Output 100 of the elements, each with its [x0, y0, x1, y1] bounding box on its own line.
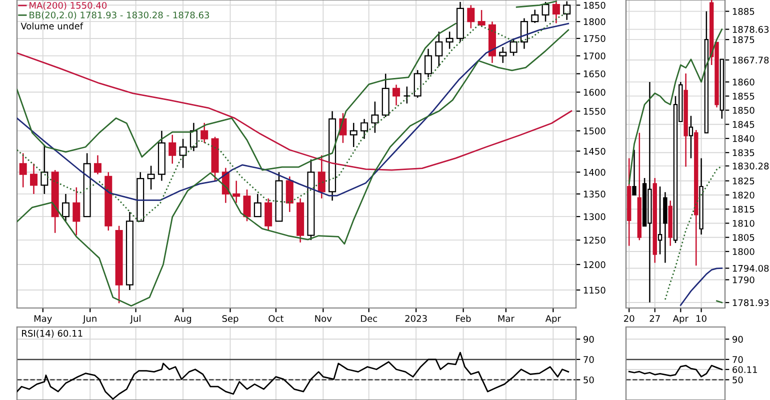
candlestick	[360, 118, 368, 140]
candlestick	[552, 0, 560, 24]
line-series	[680, 268, 723, 306]
y-tick-label: 1200	[584, 261, 606, 268]
candlestick	[190, 122, 198, 152]
y-tick-label: 1150	[584, 286, 606, 294]
candlestick	[30, 163, 38, 195]
y-tick-label: 1845	[732, 121, 754, 128]
y-tick-label: 1790	[732, 276, 754, 284]
candlestick	[243, 188, 251, 222]
x-tick-label: Feb	[456, 314, 471, 322]
y-tick-label: 1600	[584, 88, 606, 96]
y-tick-label: 1840	[732, 135, 754, 142]
y-tick-label: 1825	[732, 178, 754, 184]
y-tick-label: 1550	[584, 108, 606, 115]
candlestick	[510, 38, 518, 56]
candlestick	[200, 122, 208, 144]
y-tick-label: 1875	[732, 36, 754, 44]
annotation: RSI(14) 60.11	[22, 330, 82, 338]
candlestick	[168, 134, 176, 164]
y-tick-label: 70	[732, 356, 743, 364]
x-tick-label: 2023	[405, 315, 427, 322]
candlestick	[72, 186, 80, 236]
y-tick-label: 1835	[732, 149, 754, 156]
candlestick	[403, 86, 411, 104]
y-tick-label: 90	[584, 336, 594, 343]
x-tick-label: 20	[624, 315, 634, 322]
candlestick	[318, 154, 326, 200]
y-tick-label: 50	[732, 376, 743, 384]
y-tick-label: 1800	[584, 18, 606, 26]
x-tick-label: Apr	[672, 315, 688, 324]
candlestick	[147, 165, 155, 190]
x-tick-label: Dec	[361, 315, 378, 322]
candlestick	[467, 4, 475, 29]
y-tick-label: 1750	[584, 35, 606, 42]
y-tick-label: 1867.78	[732, 56, 769, 64]
candlestick	[658, 186, 662, 255]
candlestick	[232, 180, 240, 204]
y-tick-label: 1830.28	[732, 162, 769, 170]
y-tick-label: 60.11	[732, 366, 757, 374]
candlestick	[424, 48, 432, 78]
candlestick	[392, 84, 400, 106]
y-tick-label: 1350	[584, 190, 606, 198]
y-tick-label: 90	[732, 336, 743, 343]
candlestick	[478, 9, 486, 28]
legend-label: MA(200) 1550.40	[30, 2, 107, 10]
y-tick-label: 1878.63	[732, 26, 769, 33]
y-tick-label: 1860	[732, 78, 754, 86]
candlestick	[563, 0, 571, 21]
y-tick-label: 1500	[584, 128, 606, 134]
x-tick-label: Aug	[174, 315, 192, 324]
candlestick	[499, 46, 507, 64]
y-tick-label: 1850	[732, 106, 754, 114]
x-tick-label: 10	[696, 315, 706, 322]
x-tick-label: Apr	[545, 315, 561, 324]
y-tick-label: 1810	[732, 220, 754, 227]
y-tick-label: 1794.08	[732, 264, 769, 272]
candlestick	[414, 69, 422, 98]
x-tick-label: Mar	[498, 315, 514, 322]
candlestick	[19, 152, 27, 188]
y-tick-label: 1700	[584, 52, 606, 60]
x-tick-label: Jul	[130, 314, 140, 324]
y-tick-label: 1400	[584, 168, 606, 176]
candlestick	[40, 144, 48, 195]
x-tick-label: Oct	[268, 315, 284, 322]
annotation: Volume undef	[20, 22, 84, 30]
legend-label: BB(20,2.0) 1781.93 - 1830.28 - 1878.63	[30, 11, 210, 20]
line-series	[17, 52, 572, 171]
x-tick-label: 27	[650, 315, 660, 322]
candlestick	[94, 154, 102, 175]
x-tick-label: Sep	[222, 315, 238, 324]
y-tick-label: 1820	[732, 192, 754, 199]
candlestick	[264, 198, 272, 232]
y-tick-label: 1850	[584, 2, 606, 9]
candlestick	[688, 115, 694, 159]
candlestick	[435, 31, 443, 68]
y-tick-label: 1805	[732, 234, 754, 241]
candlestick	[286, 176, 294, 213]
candlestick	[446, 31, 454, 50]
candlestick	[371, 100, 379, 134]
x-tick-label: Nov	[315, 315, 332, 322]
line-series	[664, 165, 723, 300]
y-tick-label: 1885	[732, 8, 754, 15]
y-tick-label: 1800	[732, 248, 754, 256]
y-tick-label: 1781.93	[732, 299, 769, 306]
x-tick-label: Jun	[82, 315, 96, 324]
candlestick	[531, 9, 539, 24]
candlestick	[542, 1, 550, 22]
y-tick-label: 1450	[584, 148, 606, 155]
x-tick-label: May	[34, 315, 52, 324]
line-series	[628, 28, 723, 184]
y-tick-label: 1250	[584, 236, 606, 244]
y-tick-label: 1855	[732, 92, 754, 100]
y-tick-label: 1300	[584, 213, 606, 220]
line-series	[17, 352, 570, 400]
candlestick	[179, 138, 187, 169]
candlestick	[520, 18, 528, 50]
candlestick	[350, 122, 358, 148]
candlestick	[254, 193, 262, 218]
candlestick	[62, 193, 70, 222]
